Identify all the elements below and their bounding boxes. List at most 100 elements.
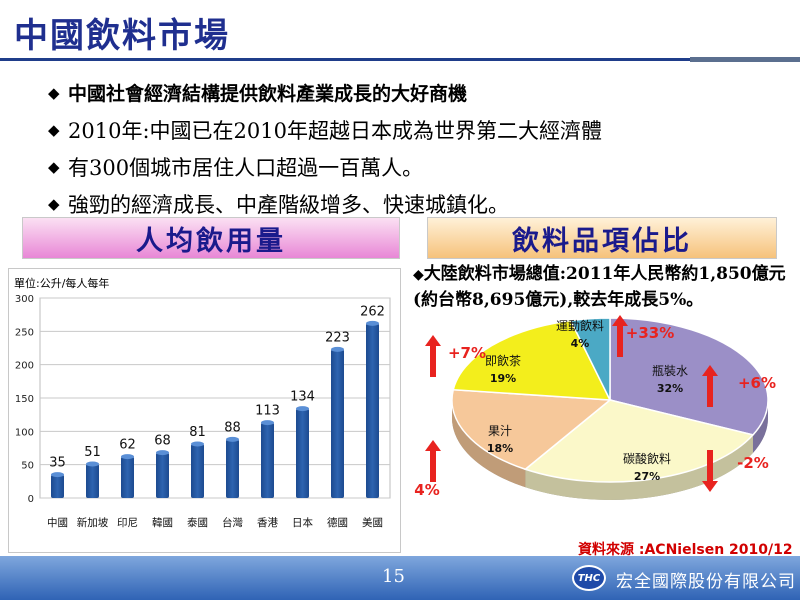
footer-bar (0, 556, 800, 600)
market-value-text: ◆大陸飲料市場總值:2011年人民幣約1,850億元(約台幣8,695億元),較… (413, 262, 798, 313)
bar-top (261, 420, 274, 426)
slice-label: 碳酸飲料 (623, 451, 671, 466)
bar-top (51, 472, 64, 478)
bar (226, 439, 239, 498)
bar (296, 408, 309, 498)
diamond-bullet-icon: ◆ (48, 83, 60, 102)
bar-top (366, 320, 379, 326)
per-capita-banner: 人均飲用量 (22, 217, 400, 259)
bar (191, 444, 204, 498)
trend-down-arrow-icon (702, 481, 718, 492)
bar-chart: 0 50 100 150 200 250 300 35 中國 51 新加坡 62 印尼 68 韓國 81 泰國 8… (15, 294, 391, 529)
title-divider (0, 58, 690, 61)
trend-arrow-shaft (430, 344, 436, 377)
bullet-list: ◆ 中國社會經濟結構提供飲料產業成長的大好商機 ◆ 2010年:中國已在2010年超… (48, 74, 788, 222)
trend-arrow-shaft (707, 450, 713, 483)
data-label: 262 (360, 304, 385, 319)
diamond-bullet-icon: ◆ (48, 120, 60, 139)
trend-up-arrow-icon (612, 315, 628, 326)
slice-label: 運動飲料 (556, 318, 604, 333)
y-tick-label: 50 (21, 461, 34, 472)
bullet-item: ◆ 2010年:中國已在2010年超越日本成為世界第二大經濟體 (48, 111, 788, 148)
bullet-text: 中國社會經濟結構提供飲料產業成長的大好商機 (68, 83, 468, 105)
bar (366, 323, 379, 498)
bar-top (156, 450, 169, 456)
bar-top (331, 346, 344, 352)
data-label: 223 (325, 330, 350, 345)
growth-label: +6% (738, 374, 776, 392)
x-tick-label: 泰國 (187, 516, 208, 529)
pie-side (525, 434, 753, 500)
slice-label: 瓶裝水 (652, 364, 688, 378)
bullet-item: ◆ 中國社會經濟結構提供飲料產業成長的大好商機 (48, 74, 788, 111)
bar-top (296, 406, 309, 412)
title-divider-accent (690, 57, 800, 62)
x-tick-label: 新加坡 (77, 516, 109, 529)
data-label: 51 (84, 445, 101, 460)
bar (261, 422, 274, 498)
bar-top (191, 441, 204, 447)
bar (331, 349, 344, 498)
bullet-text: 強勁的經濟成長、中產階級增多、快速城鎮化。 (68, 192, 509, 217)
growth-label: +33% (626, 324, 674, 342)
bullet-text: 2010年:中國已在2010年超越日本成為世界第二大經濟體 (68, 118, 602, 143)
trend-arrow-shaft (707, 374, 713, 407)
x-tick-label: 印尼 (117, 517, 138, 529)
pie-slice (523, 399, 755, 483)
slice-percent: 19% (490, 372, 516, 385)
x-tick-label: 香港 (257, 517, 278, 529)
trend-up-arrow-icon (702, 365, 718, 376)
slice-percent: 32% (657, 382, 683, 395)
growth-label: 4% (414, 481, 439, 499)
x-tick-label: 韓國 (152, 517, 173, 529)
x-tick-label: 中國 (47, 516, 68, 529)
bar (156, 452, 169, 498)
bullet-text: 有300個城市居住人口超過一百萬人。 (68, 155, 424, 180)
bar-top (226, 436, 239, 442)
data-label: 81 (189, 425, 206, 440)
trend-up-arrow-icon (425, 335, 441, 346)
y-tick-label: 200 (15, 361, 34, 372)
chart-unit-label: 單位:公升/每人每年 (14, 277, 110, 290)
data-label: 113 (255, 404, 280, 419)
data-label: 68 (154, 434, 171, 449)
pie-side (452, 400, 526, 488)
slice-percent: 18% (487, 442, 513, 455)
diamond-bullet-icon: ◆ (413, 267, 424, 283)
x-tick-label: 台灣 (222, 516, 243, 529)
trend-arrow-shaft (617, 324, 623, 357)
y-tick-label: 0 (28, 494, 34, 505)
x-tick-label: 德國 (327, 516, 348, 529)
bullet-item: ◆ 有300個城市居住人口超過一百萬人。 (48, 148, 788, 185)
bar (121, 456, 134, 498)
bar (51, 474, 64, 498)
y-tick-label: 300 (15, 294, 34, 305)
trend-up-arrow-icon (425, 440, 441, 451)
data-label: 88 (224, 420, 241, 435)
page-title: 中國飲料市場 (14, 16, 230, 56)
data-label: 35 (49, 456, 66, 471)
pie-slice (451, 388, 612, 471)
y-tick-label: 250 (15, 327, 34, 338)
slice-label: 果汁 (488, 424, 512, 438)
data-label: 62 (119, 438, 136, 453)
pie-slice (569, 317, 611, 401)
trend-arrow-shaft (430, 449, 436, 482)
page-number: 15 (382, 566, 405, 587)
category-share-banner: 飲料品項佔比 (427, 217, 777, 259)
source-note: 資料來源 :ACNielsen 2010/12 (578, 542, 793, 558)
data-label: 134 (290, 390, 315, 405)
slice-percent: 4% (571, 337, 590, 350)
bullet-item: ◆ 強勁的經濟成長、中產階級增多、快速城鎮化。 (48, 185, 788, 222)
x-tick-label: 美國 (362, 516, 383, 529)
bar (86, 464, 99, 498)
pie-slice (609, 317, 769, 436)
growth-label: +7% (448, 344, 486, 362)
pie-chart: 瓶裝水 32% 碳酸飲料 27% 果汁 18% 即飲茶 19% 運動飲料 4% +6% -2% 4% +7… (414, 315, 776, 500)
company-name: 宏全國際股份有限公司 (616, 572, 796, 592)
y-tick-label: 100 (15, 427, 34, 438)
market-value-label: 大陸飲料市場總值:2011年人民幣約1,850億元(約台幣8,695億元),較去… (413, 264, 786, 310)
slice-percent: 27% (634, 470, 660, 483)
diamond-bullet-icon: ◆ (48, 157, 60, 176)
company-logo: THC (572, 565, 606, 591)
